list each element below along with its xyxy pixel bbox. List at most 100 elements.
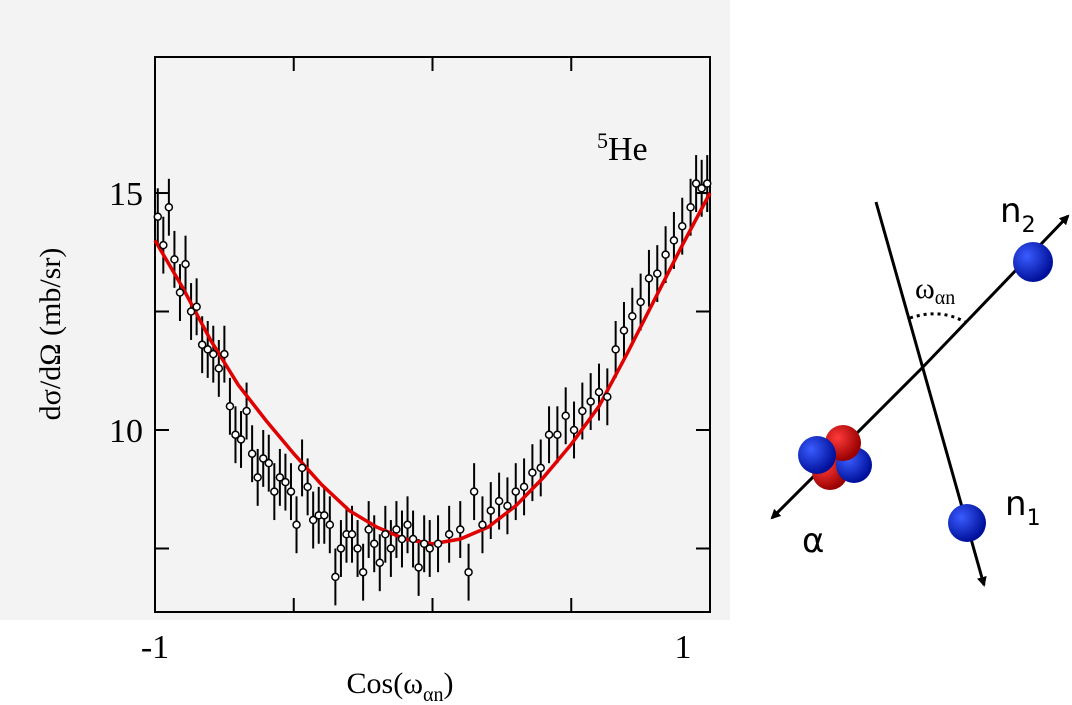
data-point <box>353 544 362 553</box>
annotation: 5He <box>597 128 648 168</box>
data-point <box>536 463 545 473</box>
data-point <box>220 349 229 359</box>
data-point <box>444 530 454 539</box>
data-point <box>164 202 174 212</box>
data-point <box>303 482 312 492</box>
data-point <box>308 515 318 525</box>
angle-sub: αn <box>935 287 955 309</box>
n1-label: n1 <box>1005 484 1041 531</box>
data-point <box>478 520 487 530</box>
data-point <box>231 430 240 439</box>
data-point <box>358 567 368 577</box>
diagram: ωαn n2 n1 α <box>770 191 1070 587</box>
data-point <box>697 184 706 193</box>
data-point <box>603 392 612 402</box>
data-point <box>636 297 645 307</box>
data-point <box>325 520 335 530</box>
n1-sub: 1 <box>1027 506 1041 531</box>
annotation-mass: 5 <box>597 128 608 153</box>
data-point <box>275 473 285 482</box>
data-point <box>369 539 379 549</box>
n2-main: n <box>1000 191 1022 231</box>
x-label-sub: αn <box>423 684 443 705</box>
data-point <box>414 563 423 572</box>
data-point <box>192 302 201 312</box>
data-point <box>464 567 473 577</box>
neutron <box>1013 242 1053 282</box>
data-point <box>214 364 224 373</box>
data-point <box>669 236 679 245</box>
x-tick-label: -1 <box>141 629 169 666</box>
data-point <box>644 274 654 283</box>
data-point <box>236 435 246 444</box>
data-point <box>153 212 163 221</box>
data-point <box>209 349 218 359</box>
data-point <box>653 269 662 278</box>
data-point <box>225 402 235 411</box>
data-point <box>586 397 595 406</box>
data-point <box>425 544 434 553</box>
data-point <box>611 345 620 354</box>
x-label-suffix: ) <box>443 667 453 700</box>
neutron <box>798 436 836 474</box>
data-point <box>281 477 290 487</box>
data-point <box>286 487 296 496</box>
data-point <box>320 511 329 520</box>
data-point <box>628 312 637 321</box>
data-point <box>619 326 629 335</box>
data-point <box>702 179 712 188</box>
data-point <box>678 221 687 231</box>
arrow <box>920 214 1070 370</box>
annotation-symbol: He <box>608 131 648 168</box>
data-point <box>175 288 185 297</box>
angle-label: ωαn <box>915 272 955 309</box>
fit-curve <box>153 192 712 546</box>
data-point <box>486 506 496 515</box>
x-axis-label: Cos(ωαn) <box>347 667 454 705</box>
neutron <box>948 504 986 542</box>
alpha-label: α <box>802 521 824 561</box>
data-point <box>594 387 604 397</box>
chart-background <box>0 0 730 620</box>
data-point <box>253 473 262 482</box>
x-tick-label: 1 <box>675 629 692 666</box>
data-point <box>691 179 701 188</box>
n2-sub: 2 <box>1022 213 1036 238</box>
data-point <box>170 255 179 264</box>
data-point <box>242 406 251 416</box>
n1-main: n <box>1005 484 1027 524</box>
data-point <box>408 534 418 544</box>
data-point <box>503 501 512 511</box>
data-point <box>297 463 307 473</box>
data-point <box>331 572 340 582</box>
data-point <box>433 539 443 549</box>
data-point <box>181 259 190 269</box>
data-point <box>553 430 562 439</box>
data-point <box>203 345 212 354</box>
data-point <box>386 544 396 553</box>
data-point <box>336 544 346 553</box>
data-point <box>264 458 274 468</box>
data-point <box>375 558 385 567</box>
data-point <box>686 202 695 212</box>
data-point <box>561 411 570 421</box>
data-point <box>661 250 670 259</box>
data-point <box>292 520 301 530</box>
data-point <box>519 482 529 492</box>
data-point <box>397 534 407 544</box>
data-point <box>364 525 373 534</box>
data-point <box>511 487 520 496</box>
data-point <box>419 539 429 549</box>
data-point <box>270 487 279 496</box>
x-label-prefix: Cos(ω <box>347 667 423 700</box>
y-tick-label: 10 <box>109 413 143 450</box>
data-point <box>247 449 257 458</box>
data-point <box>392 525 401 534</box>
data-point <box>197 340 207 349</box>
data-point <box>347 530 357 539</box>
data-point <box>544 430 554 439</box>
data-point <box>258 454 268 463</box>
data-point <box>494 496 504 506</box>
